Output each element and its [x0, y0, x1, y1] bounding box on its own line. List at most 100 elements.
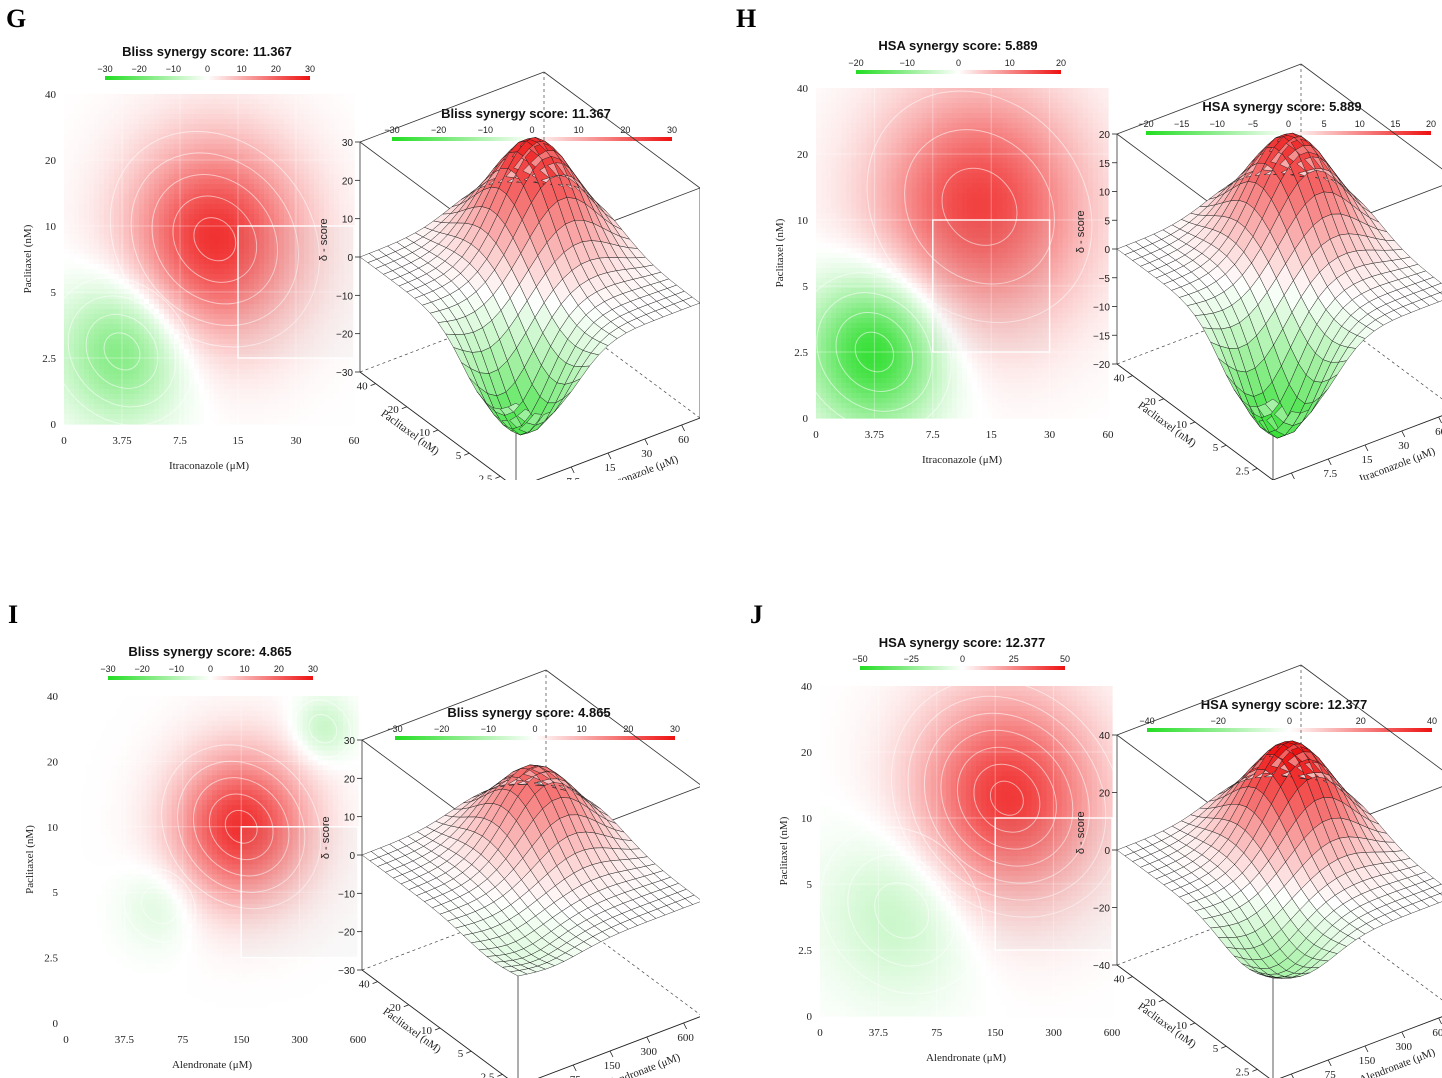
- heatmap-cell: [129, 124, 135, 130]
- heatmap-cell: [334, 164, 340, 170]
- heatmap-cell: [836, 118, 842, 124]
- heatmap-cell: [942, 123, 948, 129]
- heatmap-cell: [159, 339, 165, 345]
- heatmap-cell: [349, 419, 355, 425]
- heatmap-cell: [114, 219, 120, 225]
- heatmap-cell: [329, 174, 335, 180]
- heatmap-cell: [159, 94, 165, 100]
- heatmap-cell: [1078, 123, 1084, 129]
- heatmap-cell: [224, 329, 230, 335]
- heatmap-cell: [1093, 113, 1099, 119]
- heatmap-cell: [304, 364, 310, 370]
- heatmap-cell: [229, 209, 235, 215]
- heatmap-cell: [149, 174, 155, 180]
- heatmap-cell: [972, 103, 978, 109]
- heatmap-cell: [89, 414, 95, 420]
- heatmap-cell: [209, 139, 215, 145]
- heatmap-cell: [214, 189, 220, 195]
- heatmap-cell: [169, 214, 175, 220]
- heatmap-cell: [199, 379, 205, 385]
- heatmap-cell: [962, 133, 968, 139]
- heatmap-cell: [89, 99, 95, 105]
- heatmap-cell: [104, 329, 110, 335]
- heatmap-cell: [881, 103, 887, 109]
- heatmap-cell: [309, 359, 315, 365]
- heatmap-cell: [907, 108, 913, 114]
- heatmap-cell: [104, 264, 110, 270]
- heatmap-cell: [269, 174, 275, 180]
- heatmap-cell: [189, 374, 195, 380]
- heatmap-cell: [199, 144, 205, 150]
- heatmap-cell: [64, 359, 70, 365]
- heatmap-cell: [254, 154, 260, 160]
- heatmap-cell: [344, 109, 350, 115]
- heatmap-cell: [209, 99, 215, 105]
- heatmap-cell: [169, 189, 175, 195]
- heatmap-cell: [284, 134, 290, 140]
- heatmap-cell: [982, 138, 988, 144]
- heatmap-cell: [109, 389, 115, 395]
- heatmap-cell: [149, 249, 155, 255]
- heatmap-cell: [74, 219, 80, 225]
- heatmap-cell: [129, 179, 135, 185]
- heatmap-cell: [164, 164, 170, 170]
- heatmap-cell: [69, 219, 75, 225]
- heatmap-cell: [194, 384, 200, 390]
- heatmap-cell: [184, 219, 190, 225]
- heatmap-cell: [952, 98, 958, 104]
- heatmap-cell: [99, 234, 105, 240]
- heatmap-cell: [234, 189, 240, 195]
- heatmap-cell: [851, 118, 857, 124]
- heatmap-cell: [957, 113, 963, 119]
- heatmap-cell: [927, 128, 933, 134]
- heatmap-cell: [279, 204, 285, 210]
- heatmap-cell: [109, 114, 115, 120]
- heatmap-cell: [89, 284, 95, 290]
- heatmap-cell: [937, 118, 943, 124]
- heatmap-cell: [947, 138, 953, 144]
- x-tick-label: 0: [61, 435, 67, 447]
- heatmap-cell: [1002, 108, 1008, 114]
- heatmap-cell: [139, 399, 145, 405]
- heatmap-cell: [199, 389, 205, 395]
- heatmap-cell: [259, 219, 265, 225]
- heatmap-cell: [109, 299, 115, 305]
- heatmap-cell: [149, 114, 155, 120]
- heatmap-cell: [189, 299, 195, 305]
- heatmap-cell: [164, 169, 170, 175]
- heatmap-cell: [109, 109, 115, 115]
- heatmap-cell: [64, 94, 70, 100]
- heatmap-cell: [99, 329, 105, 335]
- heatmap-cell: [124, 249, 130, 255]
- heatmap-cell: [204, 309, 210, 315]
- heatmap-cell: [1103, 123, 1109, 129]
- heatmap-cell: [947, 133, 953, 139]
- heatmap-cell: [84, 269, 90, 275]
- heatmap-cell: [239, 174, 245, 180]
- heatmap-cell: [134, 224, 140, 230]
- heatmap-cell: [1012, 138, 1018, 144]
- heatmap-cell: [861, 88, 867, 94]
- heatmap-cell: [74, 329, 80, 335]
- heatmap-cell: [104, 319, 110, 325]
- y-axis-label: Paclitaxel (nM): [379, 408, 442, 458]
- heatmap-cell: [319, 414, 325, 420]
- heatmap-cell: [199, 209, 205, 215]
- heatmap-cell: [79, 154, 85, 160]
- heatmap-cell: [314, 419, 320, 425]
- heatmap-cell: [209, 239, 215, 245]
- heatmap-cell: [264, 219, 270, 225]
- heatmap-cell: [309, 114, 315, 120]
- heatmap-cell: [314, 374, 320, 380]
- heatmap-cell: [284, 124, 290, 130]
- heatmap-cell: [89, 334, 95, 340]
- heatmap-cell: [164, 149, 170, 155]
- heatmap-cell: [1103, 113, 1109, 119]
- heatmap-cell: [289, 104, 295, 110]
- heatmap-cell: [952, 108, 958, 114]
- heatmap-cell: [79, 324, 85, 330]
- heatmap-cell: [304, 164, 310, 170]
- heatmap-cell: [124, 414, 130, 420]
- heatmap-cell: [239, 414, 245, 420]
- heatmap-cell: [89, 259, 95, 265]
